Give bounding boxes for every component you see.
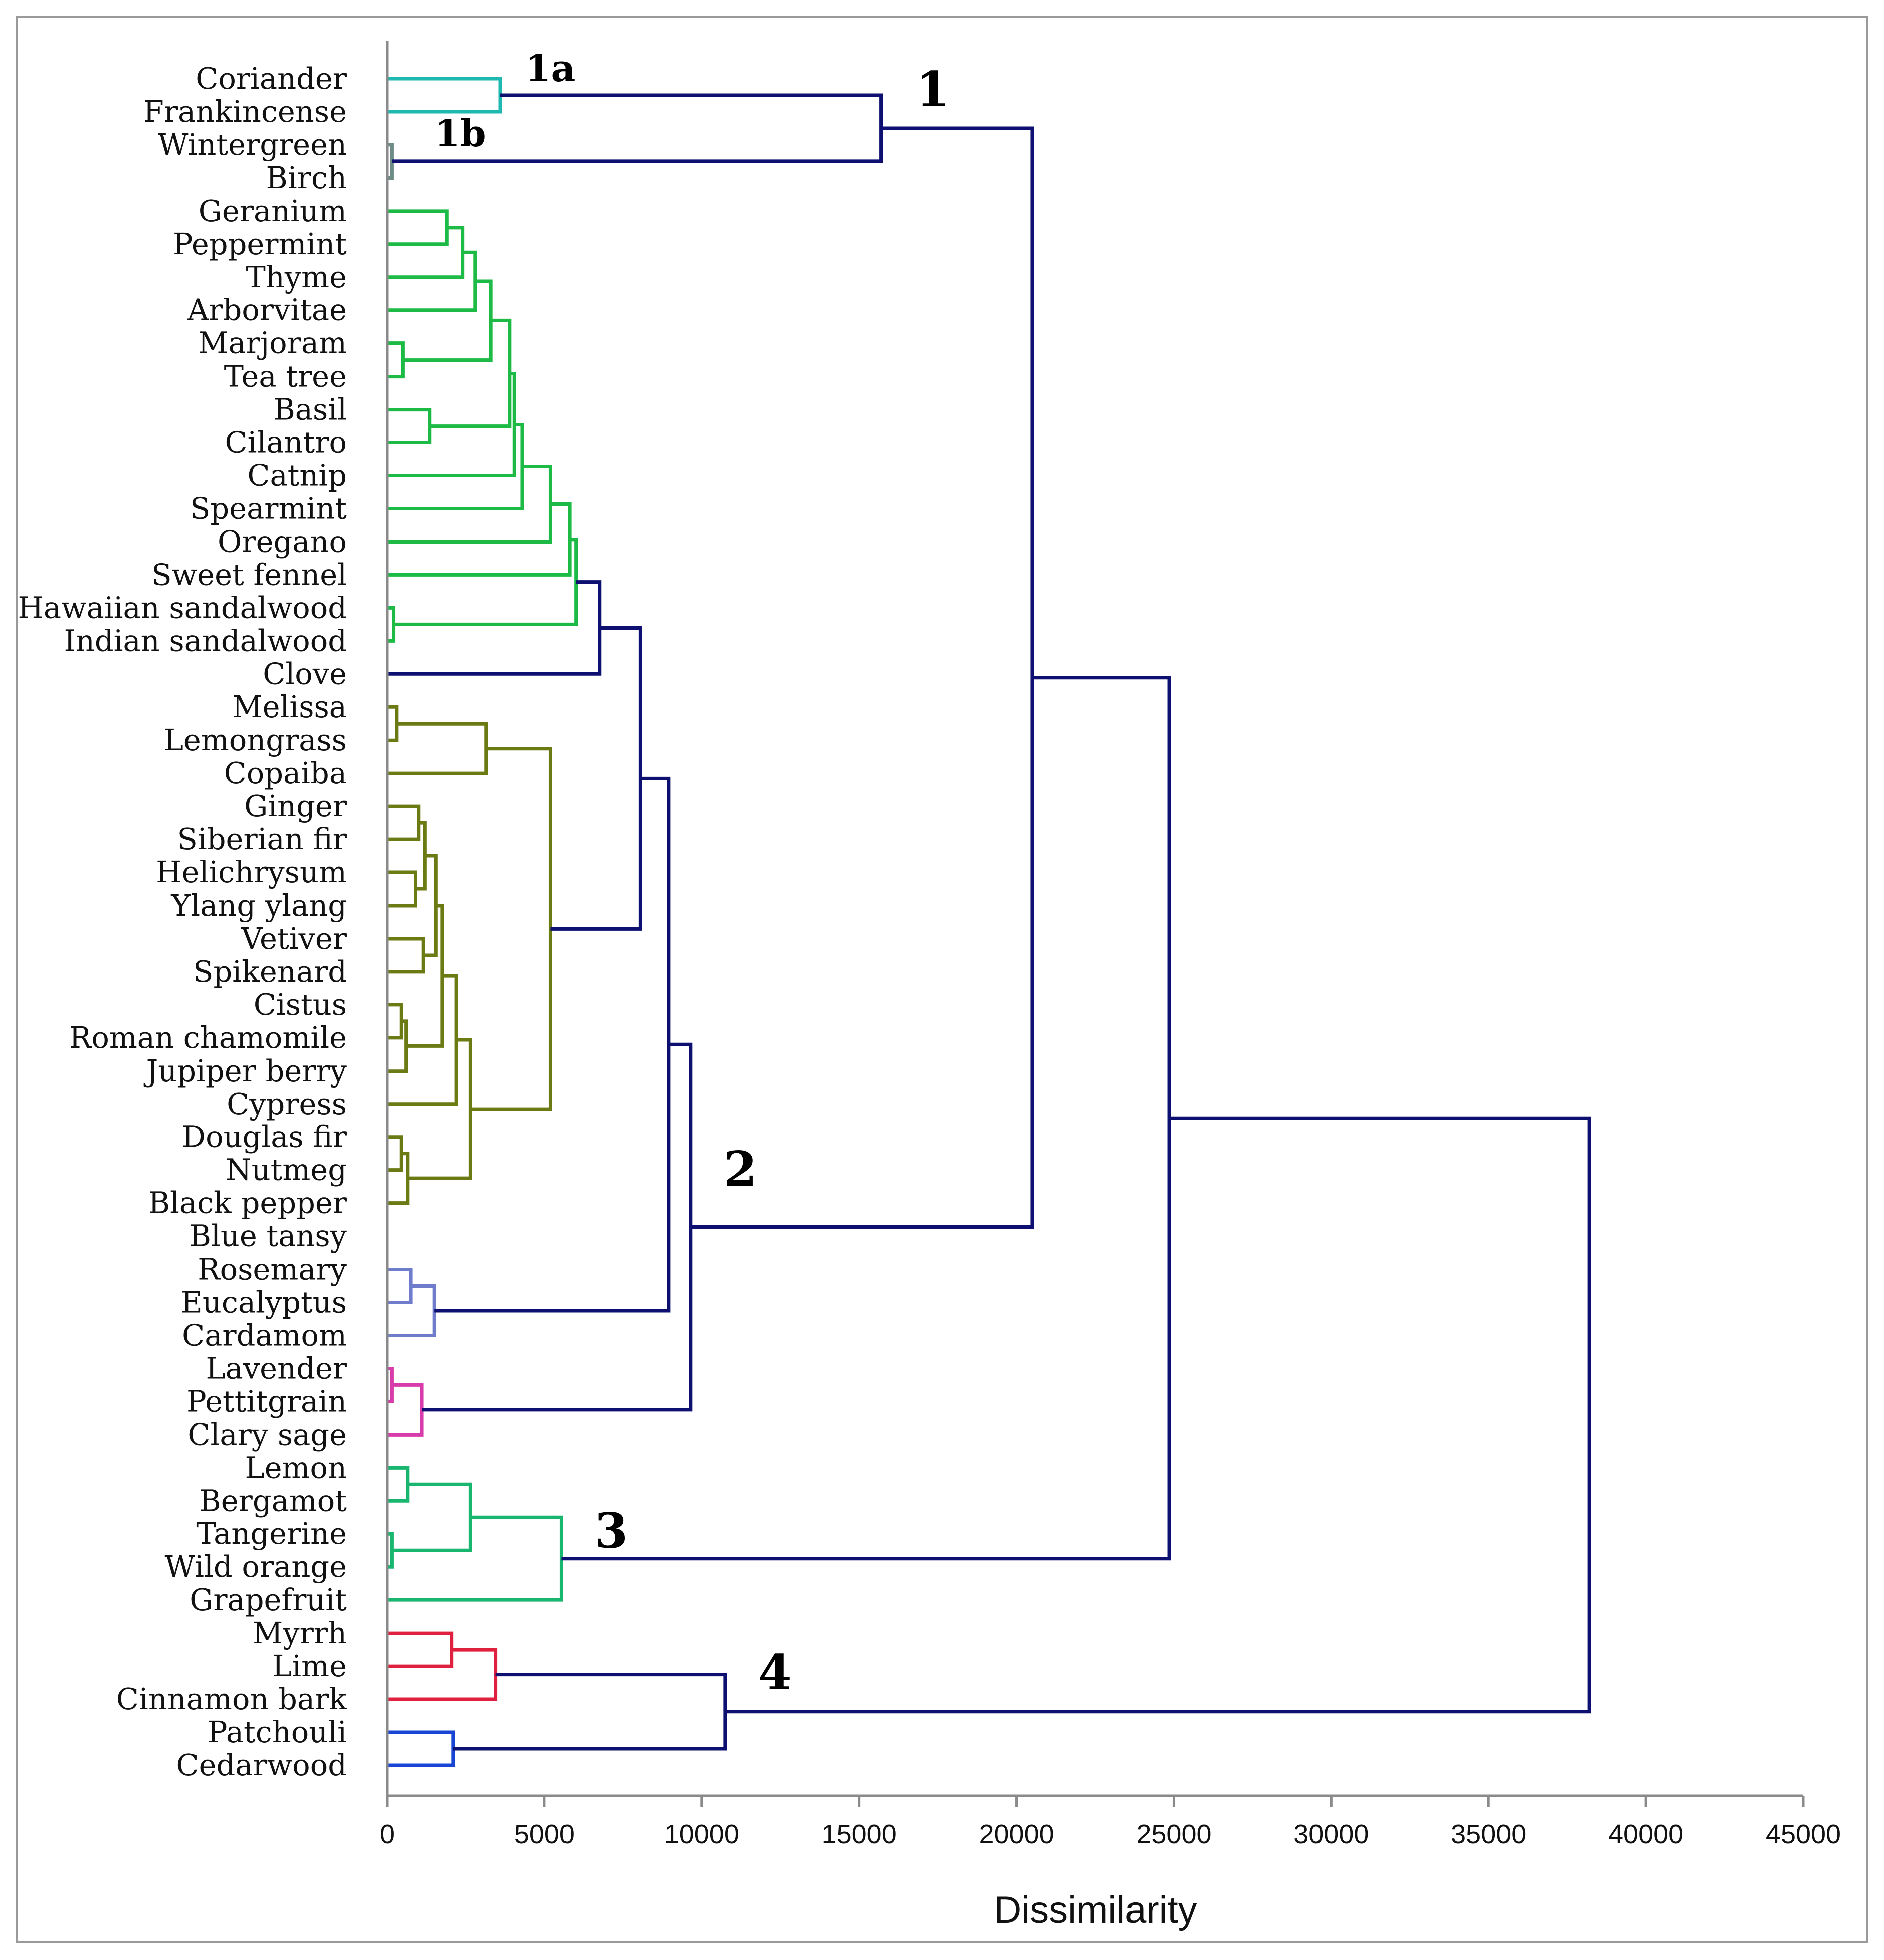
x-axis-title: Dissimilarity	[994, 1889, 1197, 1931]
leaf-label-blue-tansy: Blue tansy	[190, 1219, 347, 1254]
cluster-label-1a: 1a	[525, 47, 575, 90]
dendrogram-link-ginger-cypress	[387, 974, 458, 1106]
dendrogram-link-geranium-basil	[429, 318, 512, 428]
leaf-label-cilantro: Cilantro	[225, 425, 347, 460]
leaf-label-copaiba: Copaiba	[224, 756, 347, 790]
leaf-label-pettitgrain: Pettitgrain	[186, 1384, 347, 1418]
leaf-label-basil: Basil	[273, 392, 347, 427]
leaf-label-jupiper-berry: Jupiper berry	[144, 1053, 347, 1088]
dendrogram-link-ginger-cistus	[406, 904, 444, 1048]
cluster-label-1: 1	[916, 61, 950, 118]
dendrogram-link-rosemary-eucalyptus	[387, 1268, 413, 1305]
leaf-label-lavender: Lavender	[206, 1351, 347, 1385]
x-tick-label: 35000	[1451, 1819, 1526, 1849]
leaf-label-coriander: Coriander	[196, 61, 347, 96]
leaf-label-cardamom: Cardamom	[182, 1318, 347, 1352]
x-tick-label: 5000	[514, 1819, 575, 1849]
leaf-label-oregano: Oregano	[218, 524, 347, 559]
leaf-label-myrrh: Myrrh	[253, 1616, 347, 1650]
leaf-label-lime: Lime	[272, 1649, 347, 1683]
leaf-labels: CorianderFrankincenseWintergreenBirchGer…	[18, 61, 347, 1783]
x-tick-label: 0	[380, 1819, 395, 1849]
leaf-label-roman-chamomile: Roman chamomile	[69, 1020, 347, 1055]
leaf-label-vetiver: Vetiver	[241, 921, 347, 956]
leaf-label-black-pepper: Black pepper	[148, 1186, 347, 1220]
x-axis-ticks: 0 5000 10000 15000 20000 25000 30000 35000 40000…	[380, 1796, 1841, 1849]
x-tick-label: 10000	[664, 1819, 739, 1849]
leaf-label-catnip: Catnip	[247, 458, 347, 493]
leaf-label-spikenard: Spikenard	[193, 954, 347, 989]
dendrogram-link-patchouli-cedarwood	[387, 1730, 455, 1767]
dendrogram-link-geranium-spearmint	[387, 422, 524, 510]
leaf-label-hawaiian-sandalwood: Hawaiian sandalwood	[18, 590, 347, 625]
leaf-label-clary-sage: Clary sage	[187, 1417, 347, 1452]
leaf-label-clove: Clove	[263, 656, 347, 691]
leaf-label-arborvitae: Arborvitae	[187, 293, 347, 327]
leaf-label-grapefruit: Grapefruit	[190, 1582, 347, 1617]
leaf-label-geranium: Geranium	[199, 194, 347, 228]
cluster-labels: 1a 1b 1 2 3 4	[434, 47, 950, 1701]
leaf-label-melissa: Melissa	[232, 689, 347, 724]
leaf-label-cinnamon-bark: Cinnamon bark	[116, 1682, 348, 1716]
leaf-label-cypress: Cypress	[227, 1087, 347, 1121]
dendrogram-link-melissa-lemongrass	[387, 705, 399, 742]
x-tick-label: 15000	[822, 1819, 897, 1849]
leaf-label-patchouli: Patchouli	[208, 1715, 347, 1749]
leaf-label-cistus: Cistus	[254, 987, 347, 1022]
leaf-label-wild-orange: Wild orange	[165, 1549, 347, 1584]
dendrogram-link-geranium-myrrh	[725, 1116, 1591, 1714]
leaf-label-ylang-ylang: Ylang ylang	[170, 888, 347, 923]
cluster-label-2: 2	[724, 1141, 758, 1198]
leaf-label-ginger: Ginger	[244, 789, 347, 823]
x-tick-label: 30000	[1293, 1819, 1369, 1849]
leaf-label-indian-sandalwood: Indian sandalwood	[64, 623, 347, 658]
leaf-label-birch: Birch	[266, 160, 347, 195]
x-tick-label: 45000	[1766, 1819, 1841, 1849]
x-tick-label: 40000	[1608, 1819, 1683, 1849]
cluster-label-4: 4	[758, 1644, 792, 1701]
leaf-label-siberian-fir: Siberian fir	[177, 822, 347, 856]
leaf-label-tangerine: Tangerine	[196, 1516, 347, 1551]
leaf-label-spearmint: Spearmint	[190, 491, 347, 525]
dendrogram-branches	[387, 77, 1591, 1767]
cluster-label-3: 3	[594, 1503, 628, 1559]
leaf-label-lemon: Lemon	[245, 1450, 347, 1485]
leaf-label-eucalyptus: Eucalyptus	[181, 1285, 347, 1320]
dendrogram-link-ginger-douglas-fir	[407, 1038, 472, 1180]
x-tick-label: 25000	[1136, 1819, 1211, 1849]
dendrogram-link-geranium-sweet-fennel	[387, 502, 572, 577]
leaf-label-wintergreen: Wintergreen	[158, 127, 347, 162]
leaf-label-sweet-fennel: Sweet fennel	[151, 557, 347, 592]
leaf-label-frankincense: Frankincense	[143, 94, 347, 129]
leaf-label-marjoram: Marjoram	[198, 326, 347, 361]
leaf-label-bergamot: Bergamot	[199, 1483, 347, 1518]
dendrogram-link-geranium-rosemary	[434, 776, 671, 1313]
dendrogram-link-melissa-ginger	[470, 747, 552, 1111]
dendrogram-link-myrrh-patchouli	[453, 1673, 727, 1751]
leaf-label-tea-tree: Tea tree	[224, 359, 347, 394]
leaf-label-douglas-fir: Douglas fir	[182, 1120, 347, 1154]
dendrogram-link-coriander-wintergreen	[392, 93, 883, 163]
dendrogram-link-vetiver-spikenard	[387, 937, 425, 974]
leaf-label-nutmeg: Nutmeg	[226, 1153, 347, 1187]
leaf-label-helichrysum: Helichrysum	[156, 855, 347, 889]
dendrogram-link-myrrh-lime	[387, 1631, 454, 1668]
dendrogram-link-lemon-tangerine	[392, 1482, 472, 1552]
leaf-label-peppermint: Peppermint	[173, 227, 347, 261]
dendrogram-link-geranium-oregano	[387, 464, 552, 544]
leaf-label-cedarwood: Cedarwood	[176, 1748, 347, 1783]
dendrogram-link-myrrh-cinnamon-bark	[387, 1648, 498, 1701]
leaf-label-thyme: Thyme	[246, 260, 347, 294]
dendrogram-link-ginger-helichrysum	[415, 821, 427, 891]
x-tick-label: 20000	[979, 1819, 1054, 1849]
chart-frame	[16, 16, 1868, 1943]
leaf-label-lemongrass: Lemongrass	[164, 723, 347, 757]
dendrogram-link-geranium-coriander	[690, 126, 1034, 1229]
cluster-label-1b: 1b	[434, 112, 486, 155]
dendrogram-link-geranium-melissa	[550, 626, 642, 931]
leaf-label-rosemary: Rosemary	[198, 1252, 347, 1287]
